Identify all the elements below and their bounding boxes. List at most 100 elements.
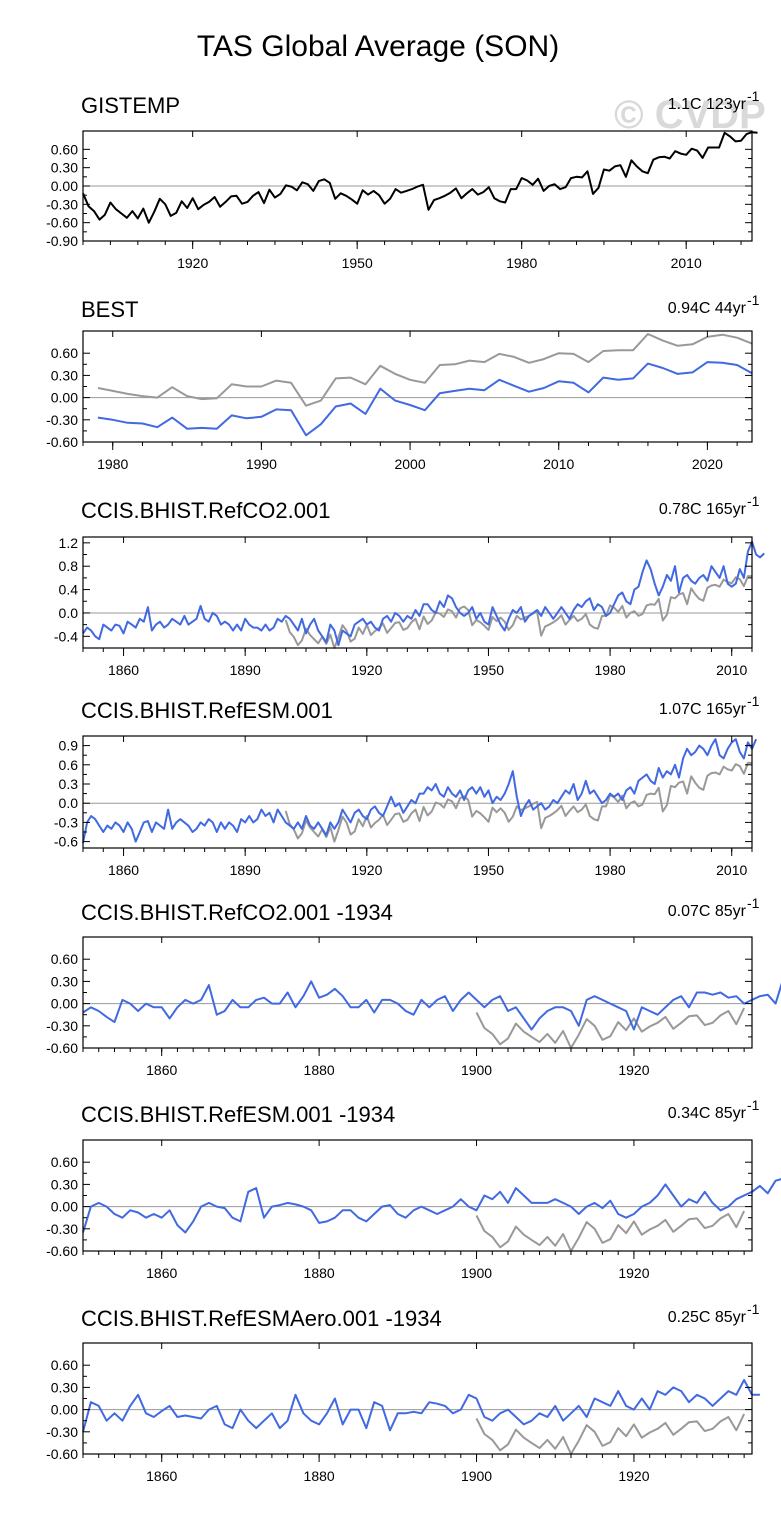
y-tick-label: 0.60 (51, 1357, 78, 1373)
x-tick-label: 1920 (177, 255, 208, 271)
panel-trend-label: 1.1C 123yr (668, 96, 747, 113)
x-tick-label: 1980 (595, 862, 626, 878)
y-tick-label: 0.0 (59, 795, 79, 811)
y-tick-label: -0.3 (54, 814, 78, 830)
x-tick-label: 1950 (342, 255, 373, 271)
x-tick-label: 2010 (716, 662, 747, 678)
y-tick-label: 0.4 (59, 582, 79, 598)
y-tick-label: 0.00 (51, 1199, 78, 1215)
panel-6: CCIS.BHIST.RefESM.001 -1934 0.34C 85yr -1 0… (46, 1097, 781, 1281)
panel-title: CCIS.BHIST.RefCO2.001 -1934 (81, 900, 393, 925)
panel-4: CCIS.BHIST.RefESM.001 1.07C 165yr -1 0.9 0.6… (54, 693, 760, 878)
x-tick-label: 1920 (351, 662, 382, 678)
panel-trend-label: 0.07C 85yr (668, 903, 747, 920)
plot-frame (82, 735, 753, 849)
y-tick-label: 0.6 (59, 757, 79, 773)
y-tick-label: 1.2 (59, 535, 79, 551)
series-line-observed (82, 131, 758, 224)
y-tick-label: 0.00 (51, 1402, 78, 1418)
x-tick-label: 1950 (473, 662, 504, 678)
y-tick-label: -0.30 (46, 412, 78, 428)
x-tick-label: 1980 (595, 662, 626, 678)
plot-frame (82, 536, 753, 649)
x-tick-label: 1900 (461, 1265, 492, 1281)
series-line-model (97, 361, 753, 437)
series-line-model (82, 1379, 760, 1433)
y-tick-label: -0.60 (46, 1040, 78, 1056)
x-tick-label: 1890 (230, 662, 261, 678)
x-tick-label: 1980 (97, 456, 128, 472)
y-tick-label: 0.9 (59, 738, 79, 754)
y-tick-label: 0.30 (51, 160, 78, 176)
series-line-reference (97, 333, 753, 407)
x-tick-label: 1950 (473, 862, 504, 878)
y-tick-label: 0.30 (51, 367, 78, 383)
panel-title: CCIS.BHIST.RefESM.001 -1934 (81, 1102, 395, 1127)
y-tick-label: 0.60 (51, 141, 78, 157)
x-tick-label: 2010 (671, 255, 702, 271)
x-tick-label: 1920 (618, 1265, 649, 1281)
y-tick-label: -0.60 (46, 1446, 78, 1462)
y-tick-label: -0.60 (46, 434, 78, 450)
y-tick-label: 0.0 (59, 605, 79, 621)
y-tick-label: 0.00 (51, 996, 78, 1012)
y-tick-label: 0.30 (51, 1176, 78, 1192)
y-tick-label: -0.30 (46, 1221, 78, 1237)
panel-7: CCIS.BHIST.RefESMAero.001 -1934 0.25C 85y… (46, 1301, 760, 1484)
x-tick-label: 1980 (506, 255, 537, 271)
y-tick-label: 0.8 (59, 558, 79, 574)
y-tick-label: -0.4 (54, 628, 78, 644)
panel-trend-label: 1.07C 165yr (659, 701, 747, 718)
x-tick-label: 1900 (461, 1062, 492, 1078)
y-tick-label: 0.60 (51, 1154, 78, 1170)
series-line-reference (475, 1413, 746, 1455)
x-tick-label: 1860 (146, 1265, 177, 1281)
panel-trend-exponent: -1 (747, 88, 760, 104)
cvdp-watermark: © CVDP (614, 93, 766, 137)
panel-title: GISTEMP (81, 93, 180, 118)
panel-title: BEST (81, 297, 138, 322)
panel-trend-exponent: -1 (747, 693, 760, 709)
panel-3: CCIS.BHIST.RefCO2.001 0.78C 165yr -1 1.2 0.8… (54, 493, 765, 678)
x-tick-label: 1860 (146, 1468, 177, 1484)
panel-trend-exponent: -1 (747, 1301, 760, 1317)
y-tick-label: 0.3 (59, 776, 79, 792)
x-tick-label: 2010 (543, 456, 574, 472)
series-line-reference (475, 1007, 746, 1049)
panel-trend-label: 0.25C 85yr (668, 1309, 747, 1326)
panel-trend-label: 0.94C 44yr (668, 300, 747, 317)
y-tick-label: -0.90 (46, 233, 78, 249)
y-tick-label: -0.60 (46, 1243, 78, 1259)
x-tick-label: 1990 (246, 456, 277, 472)
panel-trend-exponent: -1 (747, 895, 760, 911)
y-tick-label: -0.30 (46, 196, 78, 212)
panel-1: GISTEMP 1.1C 123yr -1 0.60 0.30 0.00 -0.30 -0.6… (46, 88, 760, 271)
x-tick-label: 1860 (146, 1062, 177, 1078)
x-tick-label: 2000 (394, 456, 425, 472)
plot-frame (82, 1342, 753, 1455)
y-tick-label: 0.60 (51, 345, 78, 361)
x-tick-label: 1900 (461, 1468, 492, 1484)
x-tick-label: 2020 (692, 456, 723, 472)
panel-trend-exponent: -1 (747, 292, 760, 308)
y-tick-label: 0.00 (51, 178, 78, 194)
series-line-model (82, 1178, 781, 1234)
y-tick-label: 0.30 (51, 973, 78, 989)
panel-title: CCIS.BHIST.RefESM.001 (81, 698, 333, 723)
x-tick-label: 1880 (304, 1062, 335, 1078)
plot-frame (82, 1139, 753, 1252)
x-tick-label: 1920 (618, 1062, 649, 1078)
x-tick-label: 1920 (351, 862, 382, 878)
plot-frame (82, 936, 753, 1049)
panel-trend-label: 0.34C 85yr (668, 1105, 747, 1122)
y-tick-label: -0.30 (46, 1424, 78, 1440)
panel-2: BEST 0.94C 44yr -1 0.60 0.30 0.00 -0.30 -0.60 19… (46, 292, 760, 472)
y-tick-label: 0.30 (51, 1379, 78, 1395)
series-line-reference (475, 1210, 746, 1252)
x-tick-label: 1860 (108, 662, 139, 678)
series-line-model (82, 540, 765, 647)
y-tick-label: -0.30 (46, 1018, 78, 1034)
y-tick-label: -0.60 (46, 215, 78, 231)
panel-title: CCIS.BHIST.RefCO2.001 (81, 498, 330, 523)
